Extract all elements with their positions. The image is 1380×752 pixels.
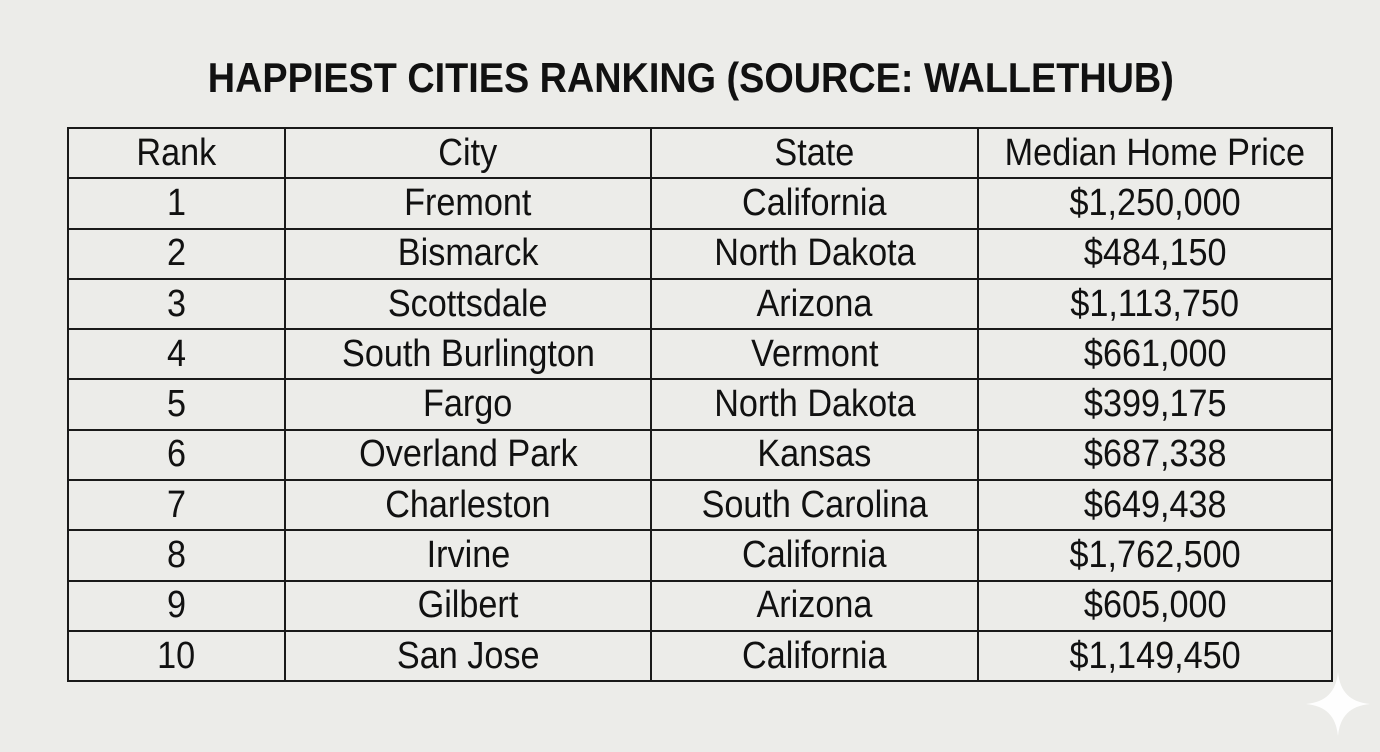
state-cell: Vermont bbox=[650, 328, 979, 381]
rank-cell: 8 bbox=[67, 529, 286, 582]
state-cell: California bbox=[650, 529, 979, 582]
column-header-city: City bbox=[284, 126, 652, 180]
price-cell: $661,000 bbox=[977, 328, 1333, 381]
price-cell: $399,175 bbox=[977, 378, 1333, 431]
rank-cell: 7 bbox=[67, 479, 286, 532]
price-cell: $1,250,000 bbox=[977, 177, 1333, 230]
page-title: HAPPIEST CITIES RANKING (SOURCE: WALLETH… bbox=[207, 54, 1174, 101]
column-header-state: State bbox=[650, 126, 979, 180]
state-cell: South Carolina bbox=[650, 479, 979, 532]
table-header-row: Rank City State Median Home Price bbox=[67, 126, 1333, 180]
state-cell: Arizona bbox=[650, 277, 979, 331]
price-cell: $1,149,450 bbox=[977, 629, 1333, 683]
table-row: 1 Fremont California $1,250,000 bbox=[67, 177, 1333, 230]
column-header-median-home-price: Median Home Price bbox=[977, 126, 1333, 180]
city-cell: Overland Park bbox=[284, 428, 652, 482]
table-row: 5 Fargo North Dakota $399,175 bbox=[67, 378, 1333, 431]
city-cell: Fremont bbox=[284, 177, 652, 230]
price-cell: $1,762,500 bbox=[977, 529, 1333, 582]
city-cell: Fargo bbox=[284, 378, 652, 431]
city-cell: Irvine bbox=[284, 529, 652, 582]
table-row: 8 Irvine California $1,762,500 bbox=[67, 529, 1333, 582]
price-cell: $605,000 bbox=[977, 579, 1333, 632]
rank-cell: 6 bbox=[67, 428, 286, 482]
table-row: 10 San Jose California $1,149,450 bbox=[67, 629, 1333, 683]
price-cell: $484,150 bbox=[977, 227, 1333, 280]
state-cell: North Dakota bbox=[650, 378, 979, 431]
city-cell: South Burlington bbox=[284, 328, 652, 381]
city-cell: San Jose bbox=[284, 629, 652, 683]
city-cell: Scottsdale bbox=[284, 277, 652, 331]
sparkle-icon bbox=[1306, 672, 1370, 736]
table-row: 9 Gilbert Arizona $605,000 bbox=[67, 579, 1333, 632]
ranking-table: Rank City State Median Home Price 1 Frem… bbox=[67, 126, 1333, 683]
state-cell: California bbox=[650, 177, 979, 230]
state-cell: Kansas bbox=[650, 428, 979, 482]
state-cell: Arizona bbox=[650, 579, 979, 632]
rank-cell: 2 bbox=[67, 227, 286, 280]
rank-cell: 10 bbox=[67, 629, 286, 683]
state-cell: California bbox=[650, 629, 979, 683]
price-cell: $687,338 bbox=[977, 428, 1333, 482]
city-cell: Gilbert bbox=[284, 579, 652, 632]
rank-cell: 3 bbox=[67, 277, 286, 331]
table-row: 3 Scottsdale Arizona $1,113,750 bbox=[67, 277, 1333, 331]
table-row: 4 South Burlington Vermont $661,000 bbox=[67, 328, 1333, 381]
rank-cell: 1 bbox=[67, 177, 286, 230]
table-row: 2 Bismarck North Dakota $484,150 bbox=[67, 227, 1333, 280]
table-row: 6 Overland Park Kansas $687,338 bbox=[67, 428, 1333, 482]
rank-cell: 4 bbox=[67, 328, 286, 381]
rank-cell: 9 bbox=[67, 579, 286, 632]
column-header-rank: Rank bbox=[67, 126, 286, 180]
price-cell: $1,113,750 bbox=[977, 277, 1333, 331]
rank-cell: 5 bbox=[67, 378, 286, 431]
table-row: 7 Charleston South Carolina $649,438 bbox=[67, 479, 1333, 532]
price-cell: $649,438 bbox=[977, 479, 1333, 532]
city-cell: Bismarck bbox=[284, 227, 652, 280]
city-cell: Charleston bbox=[284, 479, 652, 532]
state-cell: North Dakota bbox=[650, 227, 979, 280]
